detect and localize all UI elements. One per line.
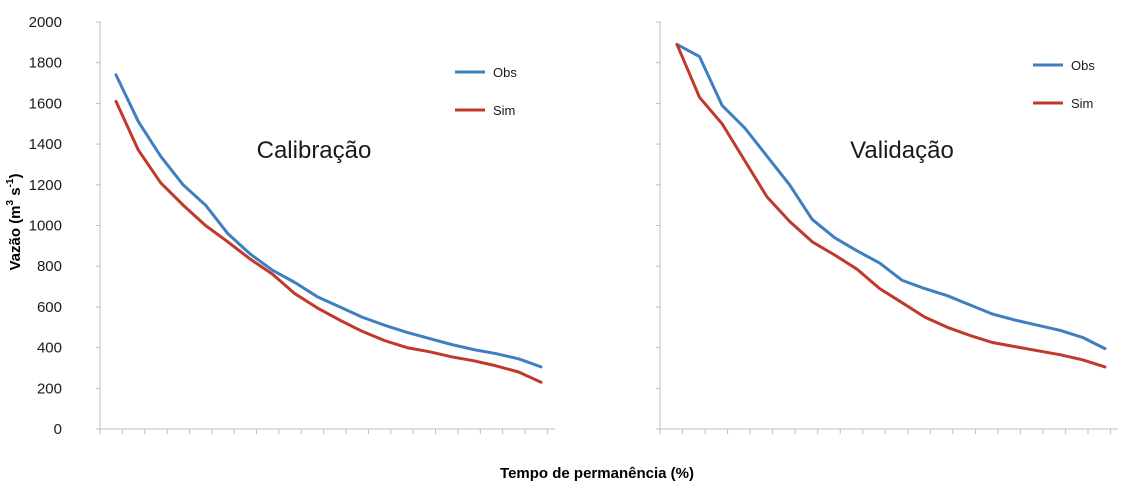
series-line-sim	[114, 99, 543, 384]
y-axis-title-end: )	[7, 173, 24, 178]
validation-panel: Validação Obs Sim	[656, 21, 1118, 434]
y-tick-label: 1800	[29, 55, 62, 72]
y-tick-label: 1000	[29, 218, 62, 235]
series-line-obs	[114, 73, 543, 369]
y-axis-title: Vazão (m3 s-1)	[5, 173, 24, 270]
y-tick-label: 600	[37, 299, 62, 316]
legend-label-sim: Sim	[493, 103, 515, 118]
y-tick-label: 1200	[29, 177, 62, 194]
y-axis-title-mid: s	[7, 187, 24, 200]
y-axis-title-main: Vazão (m	[7, 205, 24, 270]
y-tick-label: 2000	[29, 14, 62, 31]
y-axis-title-sup-2: -1	[5, 178, 16, 187]
y-tick-label: 0	[54, 421, 62, 438]
legend-label-sim: Sim	[1071, 96, 1093, 111]
y-axis-title-sup-1: 3	[5, 199, 16, 205]
y-tick-label: 1600	[29, 95, 62, 112]
series-line-obs	[675, 42, 1107, 351]
calibration-panel: 0 200 400 600 800 1000 1200 1400 1600 1800 2000 Cal…	[29, 14, 555, 438]
legend-label-obs: Obs	[493, 65, 517, 80]
series-line-sim	[675, 42, 1107, 369]
panel-label: Calibração	[257, 137, 372, 164]
y-tick-label: 1400	[29, 136, 62, 153]
y-tick-label: 800	[37, 258, 62, 275]
y-tick-label: 400	[37, 340, 62, 357]
panel-label: Validação	[850, 137, 954, 164]
x-axis-title: Tempo de permanência (%)	[500, 465, 694, 482]
legend-label-obs: Obs	[1071, 58, 1095, 73]
y-tick-label: 200	[37, 380, 62, 397]
